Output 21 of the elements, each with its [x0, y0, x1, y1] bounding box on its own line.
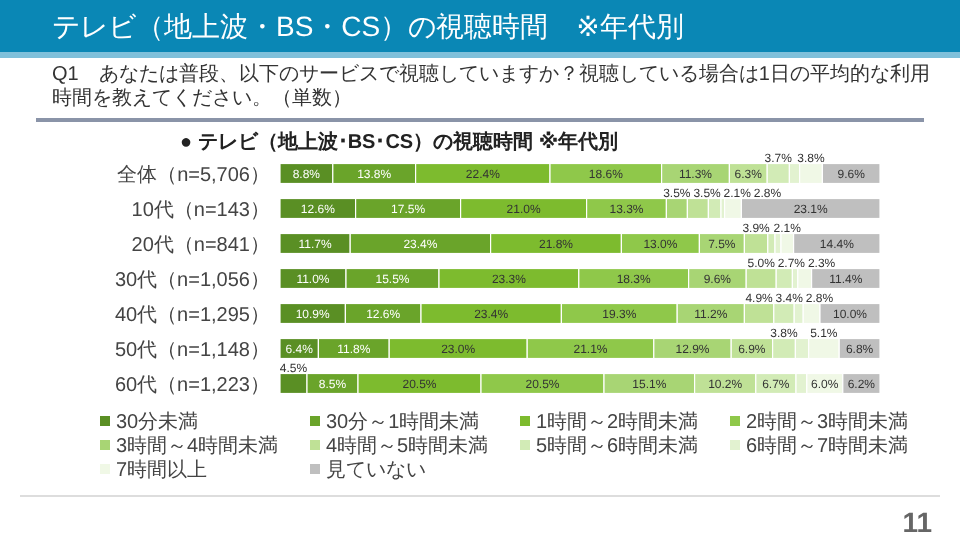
- y-tick-label: 20代（n=841）: [131, 234, 270, 257]
- y-tick-label: 全体（n=5,706）: [117, 162, 270, 187]
- y-tick-label: 60代（n=1,223）: [114, 374, 270, 397]
- chart-title: テレビ（地上波・BS・CS）の視聴時間 ※年代別: [52, 10, 684, 46]
- legend-label: 7時間以上: [116, 458, 208, 482]
- legend-label: 5時間～6時間未満: [536, 434, 699, 458]
- text: 11: [902, 506, 933, 538]
- y-tick-label: 50代（n=1,148）: [114, 339, 270, 362]
- y-tick-label: 30代（n=1,056）: [114, 269, 270, 292]
- legend-label: 2時間～3時間未満: [746, 410, 909, 434]
- y-tick-label: 10代（n=143）: [131, 199, 270, 222]
- legend-label: 1時間～2時間未満: [536, 410, 699, 434]
- legend-label: 4時間～5時間未満: [326, 434, 489, 458]
- legend-label: 6時間～7時間未満: [746, 434, 909, 458]
- legend-label: 30分～1時間未満: [326, 410, 480, 434]
- legend-label: 30分未満: [116, 410, 199, 434]
- y-tick-label: 40代（n=1,295）: [114, 304, 270, 327]
- text: ● テレビ（地上波･BS･CS）の視聴時間 ※年代別: [180, 130, 619, 154]
- legend-label: 見ていない: [326, 460, 426, 482]
- chart-subtitle: Q1 あなたは普段、以下のサービスで視聴していますか？視聴している場合は1日の平均的な利用時間を教えてください。（単数）: [52, 64, 932, 112]
- legend-label: 3時間～4時間未満: [116, 434, 279, 458]
